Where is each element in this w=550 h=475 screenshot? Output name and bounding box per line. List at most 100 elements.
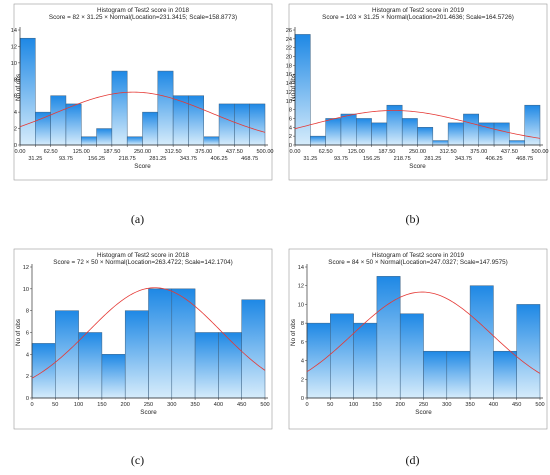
x-tick-label: 343.75 (455, 156, 472, 162)
x-tick-label: 100 (74, 402, 83, 408)
histogram-bar (376, 276, 401, 399)
x-tick-label: 437.50 (226, 149, 243, 155)
y-tick-label: 4 (289, 125, 292, 131)
y-tick-label: 10 (11, 61, 17, 67)
x-tick-label: 500.00 (256, 149, 273, 155)
histogram-bar (509, 140, 525, 146)
x-tick-label: 150 (372, 402, 381, 408)
y-axis-label: No of obs (290, 319, 297, 346)
x-axis-label: Score (415, 409, 432, 416)
y-tick-label: 4 (26, 352, 29, 358)
y-axis-label: No of obs (15, 319, 22, 346)
histogram-bar (423, 350, 448, 399)
histogram-bar (81, 136, 97, 146)
y-tick-label: 0 (289, 143, 292, 149)
histogram-bar (19, 37, 36, 146)
y-tick-label: 14 (298, 265, 304, 271)
x-tick-label: 437.50 (501, 149, 518, 155)
x-tick-label: 300 (442, 402, 451, 408)
x-tick-label: 400 (489, 402, 498, 408)
chart-panel-c: Histogram of Test2 score in 2018 Score = … (0, 245, 275, 475)
x-tick-label: 312.50 (440, 149, 457, 155)
x-tick-label: 281.25 (424, 156, 441, 162)
chart-subtitle: Score = 82 × 31.25 × Normal(Location=231… (49, 14, 237, 21)
chart-frame (13, 248, 273, 430)
histogram-bar (96, 128, 113, 146)
y-tick-label: 8 (26, 309, 29, 315)
histogram-bar (516, 304, 541, 399)
x-tick-label: 200 (396, 402, 405, 408)
y-tick-label: 0 (26, 396, 29, 402)
x-tick-label: 93.75 (334, 156, 348, 162)
y-tick-label: 6 (26, 331, 29, 337)
x-tick-label: 450 (237, 402, 246, 408)
histogram-bar (306, 322, 331, 399)
normal-fit-curve (306, 291, 541, 374)
histogram-bar (524, 104, 541, 146)
x-tick-label: 468.75 (241, 156, 258, 162)
x-tick-label: 50 (327, 402, 333, 408)
y-tick-label: 6 (289, 116, 292, 122)
histogram-bar (157, 70, 174, 146)
y-tick-label: 2 (26, 374, 29, 380)
x-tick-label: 400 (214, 402, 223, 408)
chart-frame (288, 248, 548, 430)
chart-title: Histogram of Test2 score in 2019 (372, 252, 464, 259)
y-tick-label: 6 (301, 340, 304, 346)
histogram-bar (401, 118, 418, 146)
x-tick-label: 281.25 (149, 156, 166, 162)
x-axis-label: Score (409, 163, 426, 170)
chart-title: Histogram of Test2 score in 2018 (97, 252, 189, 259)
x-tick-label: 500 (535, 402, 544, 408)
histogram-bar (386, 104, 403, 146)
x-tick-label: 187.50 (103, 149, 120, 155)
x-tick-label: 375.00 (195, 149, 212, 155)
x-tick-label: 250.00 (409, 149, 426, 155)
histogram-bar (432, 140, 449, 146)
x-tick-label: 31.25 (28, 156, 42, 162)
y-tick-label: 2 (14, 127, 17, 133)
panel-label-b: (b) (405, 212, 420, 226)
panel-label-a: (a) (130, 212, 145, 226)
x-tick-label: 156.25 (88, 156, 105, 162)
histogram-bar (417, 127, 434, 146)
x-tick-label: 93.75 (59, 156, 73, 162)
y-tick-label: 10 (286, 99, 292, 105)
histogram-bar (65, 103, 82, 146)
normal-fit-curve (31, 287, 266, 379)
histogram-bar (353, 322, 378, 399)
x-tick-label: 350 (465, 402, 474, 408)
y-tick-label: 22 (286, 46, 292, 52)
y-tick-label: 12 (286, 90, 292, 96)
x-tick-label: 0 (305, 402, 308, 408)
histogram-bar (78, 332, 103, 399)
histogram-bar (203, 136, 220, 146)
chart-panel-d: Histogram of Test2 score in 2019 Score = … (275, 245, 550, 475)
histogram-bar (399, 313, 424, 399)
histogram-bar (101, 354, 126, 399)
histogram-bar (111, 70, 128, 146)
histogram-bar (249, 103, 266, 146)
x-tick-label: 150 (97, 402, 106, 408)
chart-frame (288, 3, 548, 181)
x-tick-label: 250.00 (134, 149, 151, 155)
x-tick-label: 50 (52, 402, 58, 408)
x-tick-label: 62.50 (319, 149, 333, 155)
histogram-bar (50, 95, 67, 146)
x-tick-label: 406.25 (211, 156, 228, 162)
x-tick-label: 218.75 (394, 156, 411, 162)
x-axis-label: Score (140, 409, 157, 416)
y-tick-label: 8 (14, 77, 17, 83)
y-tick-label: 0 (301, 396, 304, 402)
chart-subtitle: Score = 84 × 50 × Normal(Location=247.03… (328, 259, 507, 266)
x-axis-label: Score (134, 163, 151, 170)
histogram-bar (142, 111, 159, 146)
x-tick-label: 0 (30, 402, 33, 408)
normal-fit-curve (294, 110, 541, 139)
x-tick-label: 250 (144, 402, 153, 408)
x-tick-label: 450 (512, 402, 521, 408)
y-tick-label: 12 (23, 265, 29, 271)
